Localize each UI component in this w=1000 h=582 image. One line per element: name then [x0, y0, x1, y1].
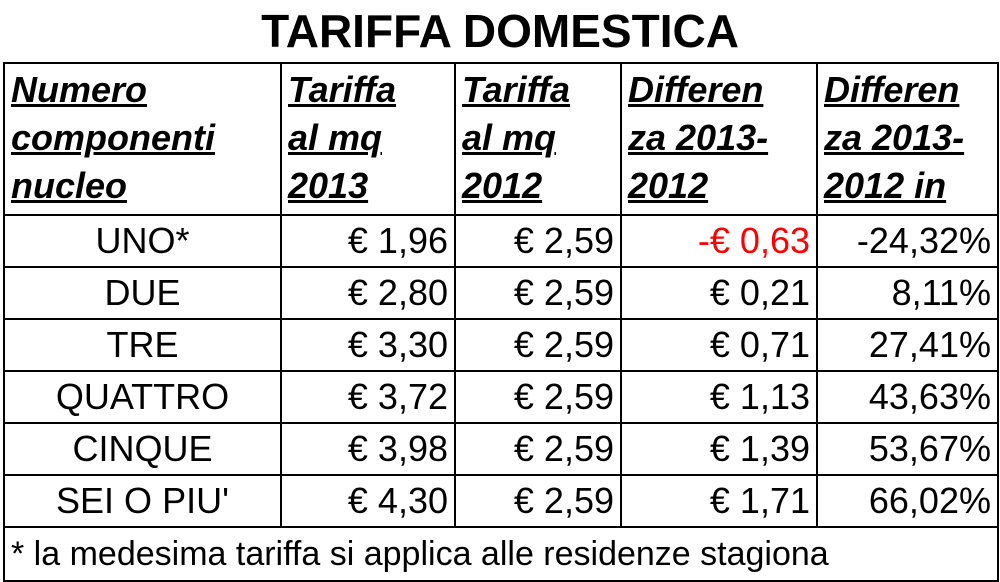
tariff-2013: € 3,98: [280, 422, 456, 476]
difference-value: € 0,21: [620, 266, 818, 320]
header-line: 2012: [462, 165, 543, 206]
tariff-2012: € 2,59: [454, 370, 622, 424]
tariff-2013: € 2,80: [280, 266, 456, 320]
difference-percent: 43,63%: [816, 370, 999, 424]
header-line: Differen: [628, 69, 764, 110]
page-title: TARIFFA DOMESTICA: [261, 5, 739, 57]
header-line: 2012: [628, 165, 709, 206]
tariff-2012: € 2,59: [454, 214, 622, 268]
difference-percent: 53,67%: [816, 422, 999, 476]
tariff-2013: € 3,30: [280, 318, 456, 372]
tariff-2013: € 4,30: [280, 474, 456, 528]
footnote-row: * la medesima tariffa si applica alle re…: [3, 526, 999, 582]
header-row: Numero componenti nucleo Tariffa al mq 2…: [3, 62, 999, 216]
tariff-2012: € 2,59: [454, 266, 622, 320]
header-line: 2012 in: [824, 165, 947, 206]
table-row: CINQUE € 3,98 € 2,59 € 1,39 53,67%: [3, 422, 999, 476]
header-tariffa-2013: Tariffa al mq 2013: [280, 62, 456, 216]
footnote: * la medesima tariffa si applica alle re…: [3, 526, 999, 582]
difference-value: € 1,13: [620, 370, 818, 424]
row-label: DUE: [3, 266, 282, 320]
header-numero-componenti: Numero componenti nucleo: [3, 62, 282, 216]
tariff-2012: € 2,59: [454, 474, 622, 528]
difference-percent: -24,32%: [816, 214, 999, 268]
table-row: SEI O PIU' € 4,30 € 2,59 € 1,71 66,02%: [3, 474, 999, 528]
header-differenza: Differen za 2013- 2012: [620, 62, 818, 216]
row-label: UNO*: [3, 214, 282, 268]
difference-percent: 66,02%: [816, 474, 999, 528]
difference-percent: 27,41%: [816, 318, 999, 372]
difference-value: € 0,71: [620, 318, 818, 372]
header-line: al mq: [288, 117, 383, 158]
header-line: nucleo: [11, 165, 128, 206]
table-row: UNO* € 1,96 € 2,59 -€ 0,63 -24,32%: [3, 214, 999, 268]
table-row: QUATTRO € 3,72 € 2,59 € 1,13 43,63%: [3, 370, 999, 424]
row-label: TRE: [3, 318, 282, 372]
row-label: SEI O PIU': [3, 474, 282, 528]
header-line: al mq: [462, 117, 557, 158]
header-line: Tariffa: [288, 69, 397, 110]
difference-value: -€ 0,63: [620, 214, 818, 268]
tariff-2012: € 2,59: [454, 318, 622, 372]
difference-value: € 1,71: [620, 474, 818, 528]
header-line: Numero: [11, 69, 148, 110]
header-line: Tariffa: [462, 69, 571, 110]
tariff-2013: € 1,96: [280, 214, 456, 268]
header-differenza-percent: Differen za 2013- 2012 in: [816, 62, 999, 216]
header-line: 2013: [288, 165, 369, 206]
header-line: za 2013-: [824, 117, 965, 158]
table-row: TRE € 3,30 € 2,59 € 0,71 27,41%: [3, 318, 999, 372]
tariff-2012: € 2,59: [454, 422, 622, 476]
difference-percent: 8,11%: [816, 266, 999, 320]
header-line: Differen: [824, 69, 960, 110]
header-line: componenti: [11, 117, 215, 158]
row-label: CINQUE: [3, 422, 282, 476]
table-row: DUE € 2,80 € 2,59 € 0,21 8,11%: [3, 266, 999, 320]
tariff-2013: € 3,72: [280, 370, 456, 424]
header-tariffa-2012: Tariffa al mq 2012: [454, 62, 622, 216]
header-line: za 2013-: [628, 117, 769, 158]
tariff-table: Numero componenti nucleo Tariffa al mq 2…: [3, 62, 999, 582]
difference-value: € 1,39: [620, 422, 818, 476]
row-label: QUATTRO: [3, 370, 282, 424]
